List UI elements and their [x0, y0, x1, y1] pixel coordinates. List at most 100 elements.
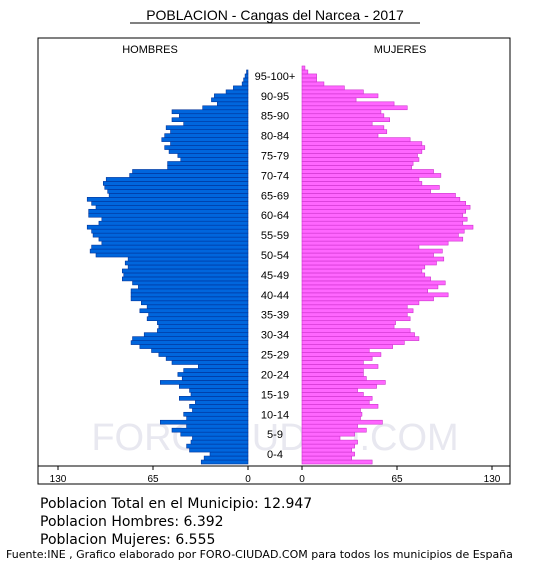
- age-group-label: 65-69: [261, 190, 289, 202]
- bar-mujeres-age-95: [301, 81, 325, 87]
- bar-mujeres-age-54: [301, 244, 420, 250]
- bar-hombres-age-92: [214, 93, 249, 99]
- bar-hombres-age-44: [138, 284, 249, 290]
- bar-mujeres-age-59: [301, 224, 474, 230]
- bar-hombres-age-28: [151, 348, 249, 353]
- bar-hombres-age-23: [183, 368, 249, 373]
- bar-mujeres-age-11: [301, 415, 361, 421]
- bar-mujeres-age-64: [301, 204, 471, 210]
- bar-mujeres-age-18: [301, 388, 358, 393]
- age-group-label: 20-24: [261, 369, 289, 381]
- age-group-label: 90-95: [261, 91, 289, 103]
- bar-hombres-age-27: [158, 352, 249, 357]
- bar-hombres-age-37: [148, 312, 249, 318]
- bar-hombres-age-8: [171, 427, 249, 433]
- bar-hombres-age-52: [95, 252, 249, 258]
- bar-hombres-age-51: [127, 256, 249, 262]
- bar-mujeres-age-93: [301, 89, 364, 95]
- bar-mujeres-age-42: [301, 292, 449, 298]
- bar-hombres-age-10: [160, 419, 249, 425]
- bar-hombres-age-26: [165, 356, 249, 361]
- bar-mujeres-age-38: [301, 308, 414, 314]
- bar-hombres-age-13: [192, 407, 249, 413]
- bar-mujeres-age-9: [301, 423, 358, 429]
- bar-hombres-age-94: [233, 85, 249, 91]
- bar-hombres-age-49: [127, 264, 249, 270]
- age-group-label: 5-9: [267, 429, 283, 441]
- bar-hombres-age-71: [105, 177, 249, 182]
- bar-mujeres-age-72: [301, 173, 442, 178]
- bar-mujeres-age-55: [301, 240, 449, 246]
- age-group-label: 15-19: [261, 389, 289, 401]
- bar-mujeres-age-97: [301, 73, 317, 79]
- bar-hombres-age-40: [141, 300, 249, 306]
- bar-hombres-age-21: [181, 376, 249, 381]
- male-population-text: Poblacion Hombres: 6.392: [40, 514, 224, 530]
- bar-mujeres-age-5: [301, 439, 358, 445]
- bar-hombres-age-83: [170, 129, 249, 134]
- bar-hombres-age-70: [103, 181, 249, 186]
- bar-hombres-age-9: [186, 423, 249, 429]
- bar-mujeres-age-8: [301, 427, 367, 433]
- mujeres-bars: [301, 65, 474, 465]
- bar-hombres-age-6: [192, 435, 249, 441]
- age-group-label: 70-74: [261, 170, 289, 182]
- bar-hombres-age-97: [244, 73, 249, 79]
- bar-mujeres-age-71: [301, 177, 420, 182]
- bar-hombres-age-48: [122, 268, 249, 274]
- bar-mujeres-age-92: [301, 93, 379, 99]
- bar-hombres-age-30: [130, 340, 249, 345]
- bar-hombres-age-77: [177, 153, 249, 158]
- bar-mujeres-age-83: [301, 129, 388, 134]
- bar-mujeres-age-90: [301, 101, 395, 107]
- bar-mujeres-age-91: [301, 97, 357, 103]
- bar-hombres-age-1: [203, 455, 249, 461]
- bar-mujeres-age-19: [301, 384, 377, 389]
- age-group-label: 0-4: [267, 449, 283, 461]
- bar-mujeres-age-81: [301, 137, 411, 142]
- hombres-bars: [86, 69, 249, 465]
- hombres-label: HOMBRES: [122, 44, 178, 56]
- bar-hombres-age-84: [165, 125, 249, 130]
- source-footer: Fuente:INE , Grafico elaborado por FORO-…: [6, 548, 513, 561]
- bar-hombres-age-7: [180, 431, 249, 437]
- bar-mujeres-age-20: [301, 380, 386, 385]
- bar-mujeres-age-26: [301, 356, 373, 361]
- bar-mujeres-age-85: [301, 121, 373, 126]
- bar-mujeres-age-14: [301, 403, 379, 409]
- bar-mujeres-age-73: [301, 169, 434, 174]
- x-tick-label-hombres: 65: [147, 474, 159, 485]
- bar-mujeres-age-69: [301, 185, 440, 190]
- bar-hombres-age-17: [190, 392, 249, 397]
- bar-hombres-age-89: [202, 105, 249, 111]
- bar-mujeres-age-39: [301, 304, 408, 310]
- bar-mujeres-age-0: [301, 459, 373, 465]
- bar-hombres-age-54: [91, 244, 249, 250]
- bar-hombres-age-64: [95, 204, 249, 210]
- bar-hombres-age-43: [130, 288, 249, 294]
- bar-mujeres-age-17: [301, 392, 364, 397]
- bar-mujeres-age-48: [301, 268, 423, 274]
- bar-mujeres-age-98: [301, 69, 309, 75]
- bar-hombres-age-86: [171, 117, 249, 123]
- bar-mujeres-age-31: [301, 336, 420, 341]
- bar-mujeres-age-36: [301, 316, 411, 322]
- bar-mujeres-age-44: [301, 284, 439, 290]
- bar-hombres-age-50: [124, 260, 249, 266]
- bar-mujeres-age-4: [301, 443, 355, 449]
- bar-mujeres-age-29: [301, 344, 393, 349]
- bar-mujeres-age-94: [301, 85, 345, 91]
- bar-mujeres-age-75: [301, 161, 414, 166]
- bar-mujeres-age-66: [301, 197, 461, 202]
- bar-hombres-age-95: [241, 81, 249, 87]
- bar-hombres-age-4: [186, 443, 249, 449]
- bar-hombres-age-15: [195, 400, 249, 405]
- bar-hombres-age-36: [146, 316, 249, 322]
- bar-mujeres-age-99: [301, 65, 306, 71]
- bar-mujeres-age-21: [301, 376, 367, 381]
- bar-hombres-age-47: [123, 272, 249, 278]
- bar-hombres-age-76: [180, 157, 249, 162]
- bar-mujeres-age-7: [301, 431, 355, 437]
- bar-hombres-age-2: [209, 451, 249, 457]
